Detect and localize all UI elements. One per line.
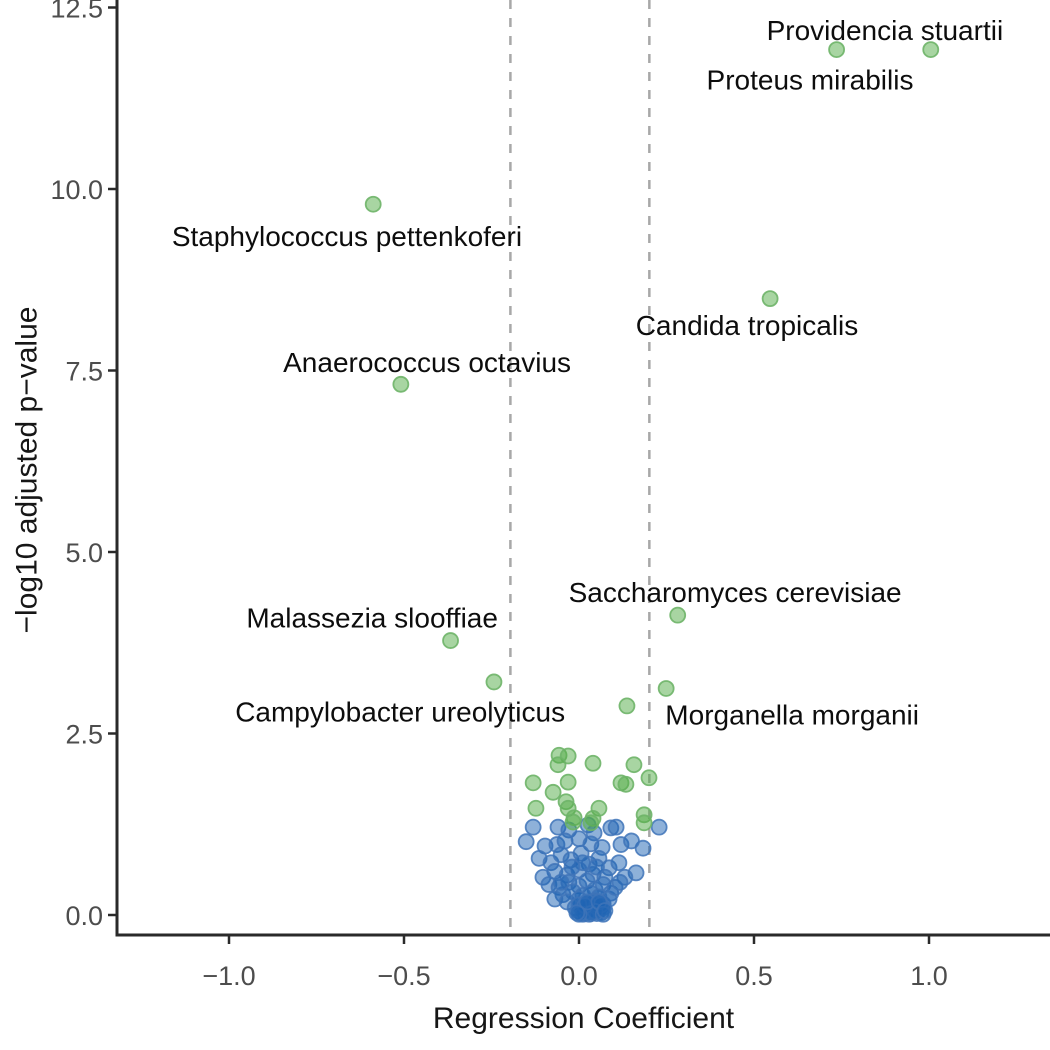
species-point-anaerococcus-octavius — [392, 375, 410, 393]
species-label-saccharomyces-cerevisiae: Saccharomyces cerevisiae — [569, 577, 902, 608]
scatter-point-nonsignificant — [524, 818, 542, 836]
species-point-proteus-mirabilis — [828, 41, 845, 59]
y-tick-label: 0.0 — [65, 901, 103, 931]
scatter-point-nonsignificant — [552, 873, 570, 891]
species-point-saccharomyces-cerevisiae — [669, 606, 687, 624]
x-tick-label: −0.5 — [377, 961, 430, 991]
y-tick-label: 12.5 — [50, 0, 103, 24]
scatter-point-significant — [625, 756, 643, 774]
scatter-point-significant — [564, 813, 582, 831]
scatter-point-nonsignificant — [588, 858, 605, 876]
y-tick-label: 2.5 — [65, 720, 103, 750]
y-axis-title: −log10 adjusted p−value — [10, 306, 44, 634]
scatter-point-significant — [617, 775, 635, 793]
scatter-point-nonsignificant — [568, 904, 586, 922]
x-axis-title: Regression Coefficient — [432, 1002, 735, 1035]
species-label-staphylococcus-pettenkoferi: Staphylococcus pettenkoferi — [172, 221, 522, 252]
species-label-campylobacter-ureolyticus: Campylobacter ureolyticus — [235, 697, 565, 728]
scatter-point-nonsignificant — [607, 818, 625, 836]
scatter-point-nonsignificant — [517, 833, 535, 851]
scatter-point-significant — [584, 754, 602, 772]
scatter-point-significant — [559, 773, 577, 791]
scatter-point-significant — [657, 680, 675, 697]
y-tick-label: 10.0 — [50, 175, 103, 205]
y-tick-label: 5.0 — [65, 538, 103, 568]
scatter-point-significant — [635, 814, 653, 832]
x-tick-label: 0.5 — [735, 961, 773, 991]
scatter-point-nonsignificant — [611, 873, 629, 891]
scatter-point-significant — [527, 799, 545, 817]
scatter-point-significant — [582, 814, 600, 832]
species-point-candida-tropicalis — [761, 290, 779, 308]
scatter-point-nonsignificant — [623, 832, 640, 850]
species-label-candida-tropicalis: Candida tropicalis — [636, 310, 859, 341]
species-point-staphylococcus-pettenkoferi — [364, 195, 382, 213]
scatter-point-significant — [524, 774, 542, 792]
species-label-providencia-stuartii: Providencia stuartii — [767, 15, 1004, 46]
species-label-anaerococcus-octavius: Anaerococcus octavius — [283, 347, 571, 378]
x-tick-label: −1.0 — [202, 961, 255, 991]
species-label-morganella-morganii: Morganella morganii — [665, 700, 919, 731]
scatter-point-nonsignificant — [610, 854, 628, 872]
species-label-malassezia-slooffiae: Malassezia slooffiae — [246, 602, 498, 633]
scatter-point-significant — [549, 756, 567, 774]
species-point-campylobacter-ureolyticus — [485, 673, 503, 691]
scatter-point-nonsignificant — [556, 832, 574, 850]
species-point-malassezia-slooffiae — [442, 632, 459, 649]
species-point-providencia-stuartii — [922, 41, 940, 59]
scatter-point-significant — [640, 769, 658, 787]
x-tick-label: 0.0 — [560, 961, 598, 991]
y-tick-label: 7.5 — [65, 357, 103, 387]
scatter-point-nonsignificant — [596, 902, 614, 920]
species-point-morganella-morganii — [618, 697, 636, 715]
species-label-proteus-mirabilis: Proteus mirabilis — [707, 64, 914, 95]
scatter-point-significant — [544, 783, 562, 801]
scatter-point-nonsignificant — [563, 858, 581, 876]
scatter-point-nonsignificant — [650, 818, 668, 836]
x-tick-label: 1.0 — [910, 961, 948, 991]
